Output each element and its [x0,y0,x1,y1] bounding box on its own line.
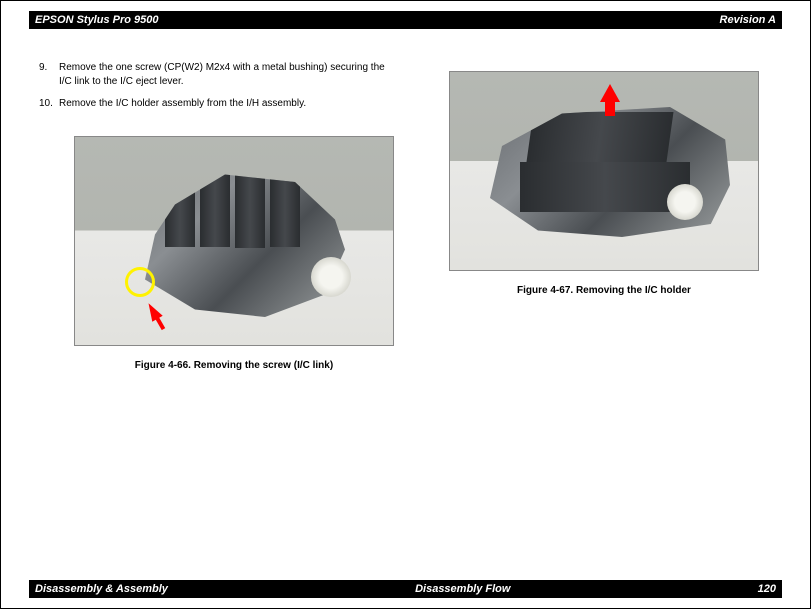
header-title-left: EPSON Stylus Pro 9500 [35,14,159,26]
photo-ic-holder [449,71,759,271]
step-number: 10. [39,97,59,111]
figure-caption: Figure 4-67. Removing the I/C holder [449,285,759,296]
footer-bar: Disassembly & Assembly Disassembly Flow … [29,580,782,598]
device-assembly [145,167,345,317]
photo-screw-ic-link [74,136,394,346]
annotation-arrow-up-icon [600,84,620,102]
figure-4-66: Figure 4-66. Removing the screw (I/C lin… [74,136,394,371]
annotation-arrow-icon [143,300,162,322]
annotation-circle [125,267,155,297]
instruction-steps: 9. Remove the one screw (CP(W2) M2x4 wit… [39,61,399,119]
step-9: 9. Remove the one screw (CP(W2) M2x4 wit… [39,61,399,89]
header-bar: EPSON Stylus Pro 9500 Revision A [29,11,782,29]
footer-right: 120 [758,583,776,595]
figure-4-67: Figure 4-67. Removing the I/C holder [449,71,759,296]
step-10: 10. Remove the I/C holder assembly from … [39,97,399,111]
step-number: 9. [39,61,59,89]
step-text: Remove the I/C holder assembly from the … [59,97,306,111]
figure-caption: Figure 4-66. Removing the screw (I/C lin… [74,360,394,371]
header-title-right: Revision A [720,14,776,26]
gear-icon [667,184,703,220]
page-content: 9. Remove the one screw (CP(W2) M2x4 wit… [29,41,782,568]
footer-left: Disassembly & Assembly [35,583,168,595]
gear-icon [311,257,351,297]
step-text: Remove the one screw (CP(W2) M2x4 with a… [59,61,399,89]
footer-center: Disassembly Flow [415,583,510,595]
